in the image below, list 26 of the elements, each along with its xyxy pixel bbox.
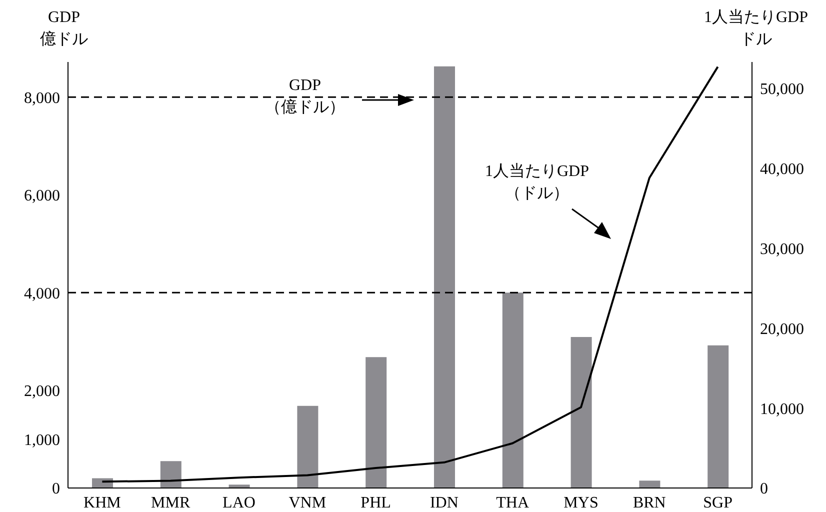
x-tick-label: IDN — [430, 494, 459, 512]
x-tick-label: LAO — [222, 494, 256, 512]
x-tick-label: BRN — [632, 494, 666, 512]
x-tick-label: PHL — [360, 494, 391, 512]
y2-tick-label: 40,000 — [760, 160, 804, 178]
x-tick-label: VNM — [288, 494, 326, 512]
x-tick-label: KHM — [84, 494, 121, 512]
y2-tick-label: 20,000 — [760, 320, 804, 338]
x-tick-label: MMR — [151, 494, 190, 512]
y-tick-label: 4,000 — [24, 285, 60, 302]
y2-tick-label: 50,000 — [760, 81, 804, 98]
annotation: GDP （億ドル） — [265, 77, 345, 116]
x-tick-label: SGP — [703, 494, 733, 512]
y2-tick-label: 10,000 — [760, 400, 804, 418]
y-tick-label: 2,000 — [24, 382, 60, 400]
y-tick-label: 6,000 — [24, 188, 60, 205]
y2-tick-label: 30,000 — [760, 240, 804, 258]
y-tick-label: 8,000 — [24, 90, 60, 107]
y-tick-label: 1,000 — [24, 432, 60, 449]
y2-tick-label: 0 — [760, 480, 768, 498]
y2-axis-title: 1人当たりGDP ドル — [704, 8, 808, 48]
annotation: 1人当たりGDP （ドル） — [484, 162, 590, 202]
x-tick-label: MYS — [564, 494, 598, 512]
x-tick-label: THA — [496, 494, 530, 512]
y-tick-label: 0 — [52, 480, 60, 498]
y-axis-title: GDP 億ドル — [40, 9, 88, 48]
